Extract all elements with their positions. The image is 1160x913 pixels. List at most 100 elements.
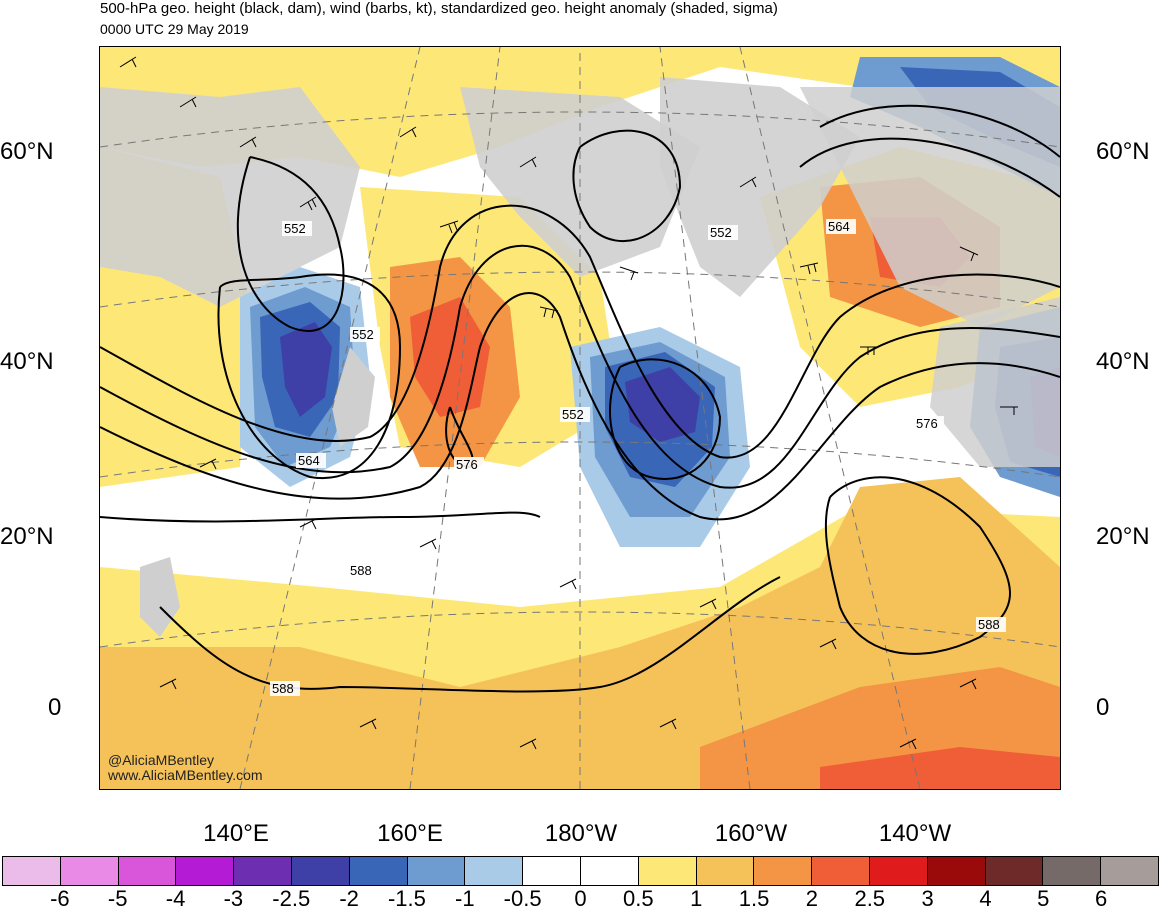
contour-label-552-c: 552 <box>562 407 584 422</box>
contour-label-552-b: 552 <box>352 327 374 342</box>
contour-552-west <box>236 156 345 332</box>
wind-barb <box>899 738 917 750</box>
land-masses <box>100 77 1060 637</box>
colorbar-box-14 <box>812 857 870 885</box>
contour-label-bg-6 <box>826 219 856 234</box>
map-svg: 552 552 552 552 564 564 576 576 588 588 … <box>100 47 1060 789</box>
contour-label-588-b: 588 <box>978 617 1000 632</box>
contour-564-west <box>217 273 402 480</box>
contour-label-bg-11 <box>270 681 300 696</box>
colorbar-box-15 <box>869 857 928 885</box>
colorbar-box-9 <box>523 857 581 885</box>
anomaly-red-southeast <box>820 747 1060 789</box>
wind-barb <box>799 262 819 275</box>
colorbar-box-12 <box>696 857 755 885</box>
contour-label-552-d: 552 <box>710 225 732 240</box>
colorbar-label: 3 <box>921 886 934 911</box>
contour-label-group: 552 552 552 552 564 564 576 576 588 588 … <box>270 219 1006 696</box>
colorbar-label: -0.5 <box>503 886 542 911</box>
land-japan <box>332 347 375 447</box>
colorbar-box-10 <box>580 857 639 885</box>
wind-barb <box>819 638 837 650</box>
land-asia <box>100 87 360 307</box>
colorbar-label: 0 <box>574 886 587 911</box>
graticule-lon-140w <box>739 47 921 789</box>
lat-label-right-0: 0 <box>1096 694 1110 721</box>
wind-barb <box>699 598 717 610</box>
contour-552-band <box>100 204 1060 459</box>
lon-label-160w: 160°W <box>714 820 788 847</box>
graticule-lat-20 <box>100 441 1060 478</box>
colorbar-box-11 <box>638 857 697 885</box>
colorbar-box-8 <box>465 857 524 885</box>
contour-576-band <box>100 292 1060 521</box>
colorbar <box>2 856 1159 886</box>
contour-label-bg-7 <box>454 457 484 472</box>
lon-label-160e: 160°E <box>377 820 443 847</box>
lat-label-right-40n: 40°N <box>1096 348 1150 375</box>
contour-552-alaska <box>572 129 682 243</box>
lon-label-180w: 180°W <box>544 820 618 847</box>
credit-website: www.AliciaMBentley.com <box>108 767 263 783</box>
colorbar-label: -6 <box>50 886 70 911</box>
contour-label-588-a: 588 <box>350 563 372 578</box>
wind-barbs <box>119 56 1018 750</box>
map-title: 500-hPa geo. height (black, dam), wind (… <box>100 0 778 17</box>
map-panel: 552 552 552 552 564 564 576 576 588 588 … <box>100 47 1060 789</box>
lat-label-right-60n: 60°N <box>1096 138 1150 165</box>
wind-barb <box>519 738 537 750</box>
contour-588-south <box>159 576 781 693</box>
graticule-lon-140e <box>239 47 421 789</box>
contour-label-552-a: 552 <box>284 221 306 236</box>
land-north-america <box>930 297 1060 467</box>
wind-barb <box>179 96 197 108</box>
land-alaska <box>660 77 860 297</box>
colorbar-label: -3 <box>223 886 244 911</box>
credit-handle: @AliciaMBentley <box>108 752 215 768</box>
wind-barb <box>159 678 177 690</box>
lat-label-left-60n: 60°N <box>0 138 54 165</box>
colorbar-label: -4 <box>165 886 186 911</box>
wind-barb <box>959 246 979 262</box>
contour-564-northeast <box>799 137 1060 198</box>
wind-barb <box>359 718 377 730</box>
lat-label-left-0: 0 <box>48 694 62 721</box>
colorbar-label: -5 <box>107 886 128 911</box>
lon-label-140w: 140°W <box>878 820 952 847</box>
contour-564-band <box>100 244 1060 489</box>
wind-barb <box>399 126 417 138</box>
wind-barb <box>239 136 257 148</box>
colorbar-box-0 <box>3 857 61 885</box>
contour-label-bg-5 <box>296 453 326 468</box>
colorbar-label: 5 <box>1037 886 1050 911</box>
colorbar-box-6 <box>349 857 408 885</box>
contour-label-bg-9 <box>348 563 378 578</box>
wind-barb <box>539 306 559 319</box>
lat-label-right-20n: 20°N <box>1096 523 1150 550</box>
wind-barb <box>1000 406 1018 415</box>
contour-label-564-b: 564 <box>828 219 850 234</box>
colorbar-label: -1.5 <box>387 886 426 911</box>
colorbar-box-19 <box>1101 857 1158 885</box>
colorbar-box-5 <box>291 857 350 885</box>
colorbar-box-1 <box>60 857 119 885</box>
contour-label-bg-1 <box>282 221 312 236</box>
colorbar-label: 2.5 <box>854 886 886 911</box>
wind-barb <box>519 156 537 168</box>
colorbar-box-17 <box>985 857 1044 885</box>
wind-barb <box>199 458 217 470</box>
wind-barb <box>619 266 639 281</box>
lon-label-140e: 140°E <box>203 820 269 847</box>
wind-barb <box>959 678 977 690</box>
contour-552-closed-central <box>609 358 722 480</box>
wind-barb <box>739 176 757 188</box>
colorbar-label: 2 <box>805 886 819 911</box>
colorbar-box-3 <box>176 857 235 885</box>
colorbar-label: 6 <box>1095 886 1108 911</box>
anomaly-indigo-trough-west <box>280 322 332 417</box>
wind-barb <box>439 220 459 234</box>
contour-label-bg-4 <box>708 225 738 240</box>
wind-barb <box>860 346 878 355</box>
wind-barb <box>419 538 437 550</box>
contour-label-bg-3 <box>560 407 590 422</box>
